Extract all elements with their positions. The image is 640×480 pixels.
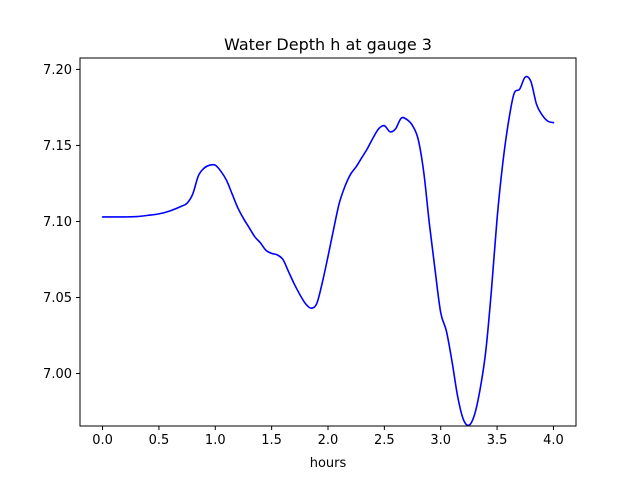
chart-title: Water Depth h at gauge 3: [224, 35, 432, 54]
x-tick-label: 2.5: [374, 433, 395, 448]
y-tick-label: 7.00: [43, 367, 72, 382]
x-tick-label: 0.0: [92, 433, 113, 448]
axis-ticks: 0.0 0.5 1.0 1.5 2.0 2.5 3.0 3.5 4.0 7.00 7.05 7.10 7…: [43, 63, 564, 448]
x-tick-label: 4.0: [543, 433, 564, 448]
series-line-0: [101, 75, 555, 427]
x-tick-label: 1.0: [205, 433, 226, 448]
plot-frame: [79, 57, 577, 427]
x-tick-label: 0.5: [149, 433, 170, 448]
x-tick-label: 3.0: [430, 433, 451, 448]
plot-area: [101, 75, 555, 427]
x-axis-label: hours: [310, 456, 347, 471]
x-tick-label: 1.5: [261, 433, 282, 448]
y-tick-label: 7.05: [43, 291, 72, 306]
x-tick-label: 3.5: [487, 433, 508, 448]
y-tick-label: 7.10: [43, 215, 72, 230]
y-tick-label: 7.20: [43, 63, 72, 78]
y-tick-label: 7.15: [43, 139, 72, 154]
x-tick-label: 2.0: [318, 433, 339, 448]
